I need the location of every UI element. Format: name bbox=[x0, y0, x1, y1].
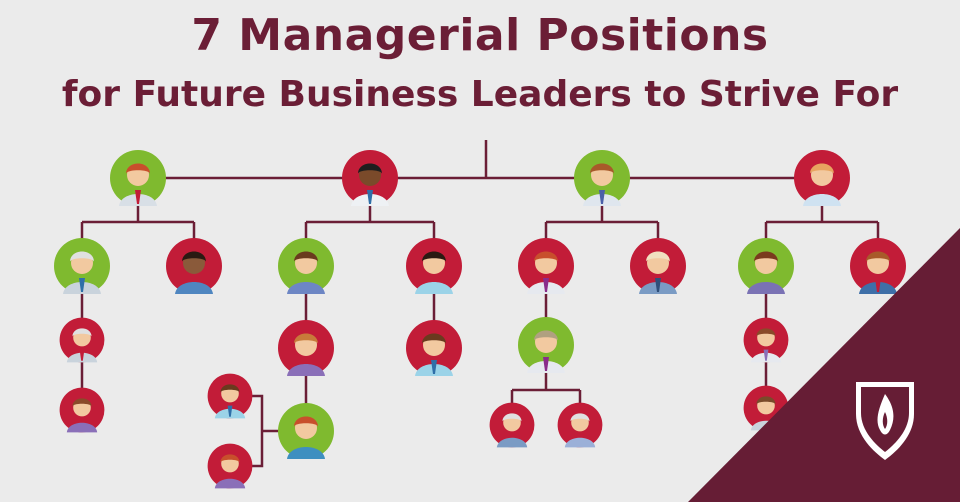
person-avatar-icon bbox=[738, 238, 794, 294]
person-avatar-icon bbox=[557, 402, 603, 448]
person-avatar-icon bbox=[630, 238, 686, 294]
person-avatar-icon bbox=[59, 317, 105, 363]
person-avatar-icon bbox=[489, 402, 535, 448]
person-avatar-icon bbox=[743, 317, 789, 363]
person-avatar-icon bbox=[110, 150, 166, 206]
page-title: 7 Managerial Positions bbox=[191, 10, 769, 61]
person-avatar-icon bbox=[794, 150, 850, 206]
people-nodes bbox=[54, 150, 906, 489]
page-subtitle: for Future Business Leaders to Strive Fo… bbox=[61, 74, 899, 115]
person-avatar-icon bbox=[54, 238, 110, 294]
person-avatar-icon bbox=[406, 320, 462, 376]
corner-banner bbox=[688, 228, 960, 502]
person-avatar-icon bbox=[342, 150, 398, 206]
person-avatar-icon bbox=[574, 150, 630, 206]
person-avatar-icon bbox=[850, 238, 906, 294]
person-avatar-icon bbox=[406, 238, 462, 294]
person-avatar-icon bbox=[278, 403, 334, 459]
person-avatar-icon bbox=[518, 238, 574, 294]
shield-flame-logo-icon bbox=[856, 382, 914, 460]
person-avatar-icon bbox=[518, 317, 574, 373]
person-avatar-icon bbox=[166, 238, 222, 294]
person-avatar-icon bbox=[207, 373, 253, 419]
person-avatar-icon bbox=[278, 238, 334, 294]
person-avatar-icon bbox=[59, 387, 105, 433]
person-avatar-icon bbox=[207, 443, 253, 489]
person-avatar-icon bbox=[278, 320, 334, 376]
